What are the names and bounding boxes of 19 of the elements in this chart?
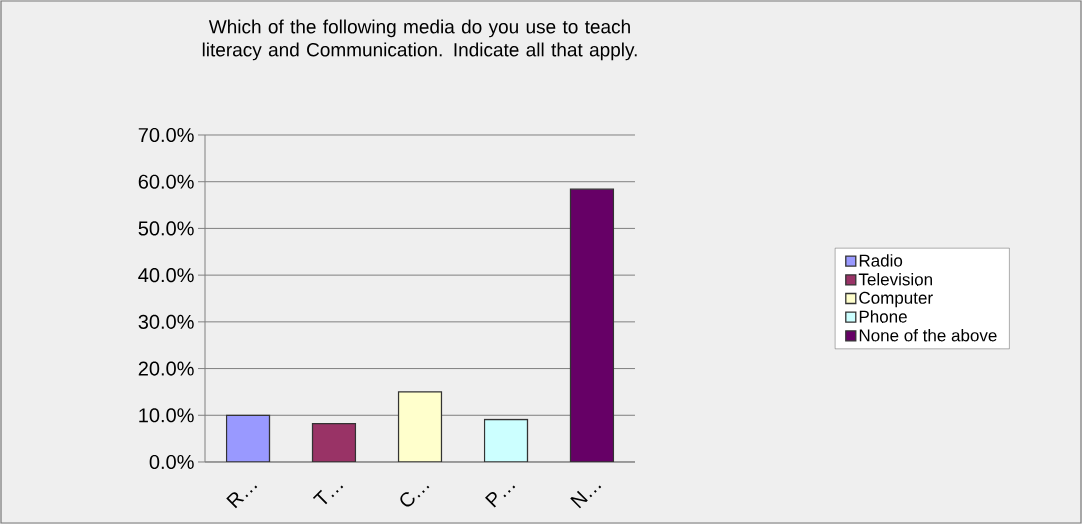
y-tick-label: 50.0%	[138, 221, 194, 236]
legend-label: Computer	[859, 291, 933, 308]
y-tick-label: 20.0%	[138, 361, 194, 376]
x-tick-label: T…	[312, 485, 344, 505]
legend-label: Television	[858, 273, 932, 286]
legend-label: Radio	[859, 254, 903, 267]
y-tick-label: 60.0%	[138, 174, 194, 189]
x-tick-label: C…	[400, 485, 430, 507]
x-tick-label: R…	[226, 485, 258, 509]
x-tick-label: P…	[485, 485, 516, 508]
y-tick-label: 30.0%	[138, 314, 194, 329]
x-tick-label: N…	[570, 485, 602, 509]
y-tick-label: 40.0%	[138, 268, 194, 283]
legend-label: Phone	[859, 310, 907, 323]
y-tick-label: 10.0%	[139, 408, 194, 423]
chart-title: Which of the following media do you use to teach literacy and Communication. Indicate all that apply.	[202, 19, 637, 61]
y-tick-label: 0.0%	[149, 454, 194, 470]
legend-label: None of the above	[859, 329, 997, 342]
y-tick-label: 70.0%	[138, 127, 194, 143]
